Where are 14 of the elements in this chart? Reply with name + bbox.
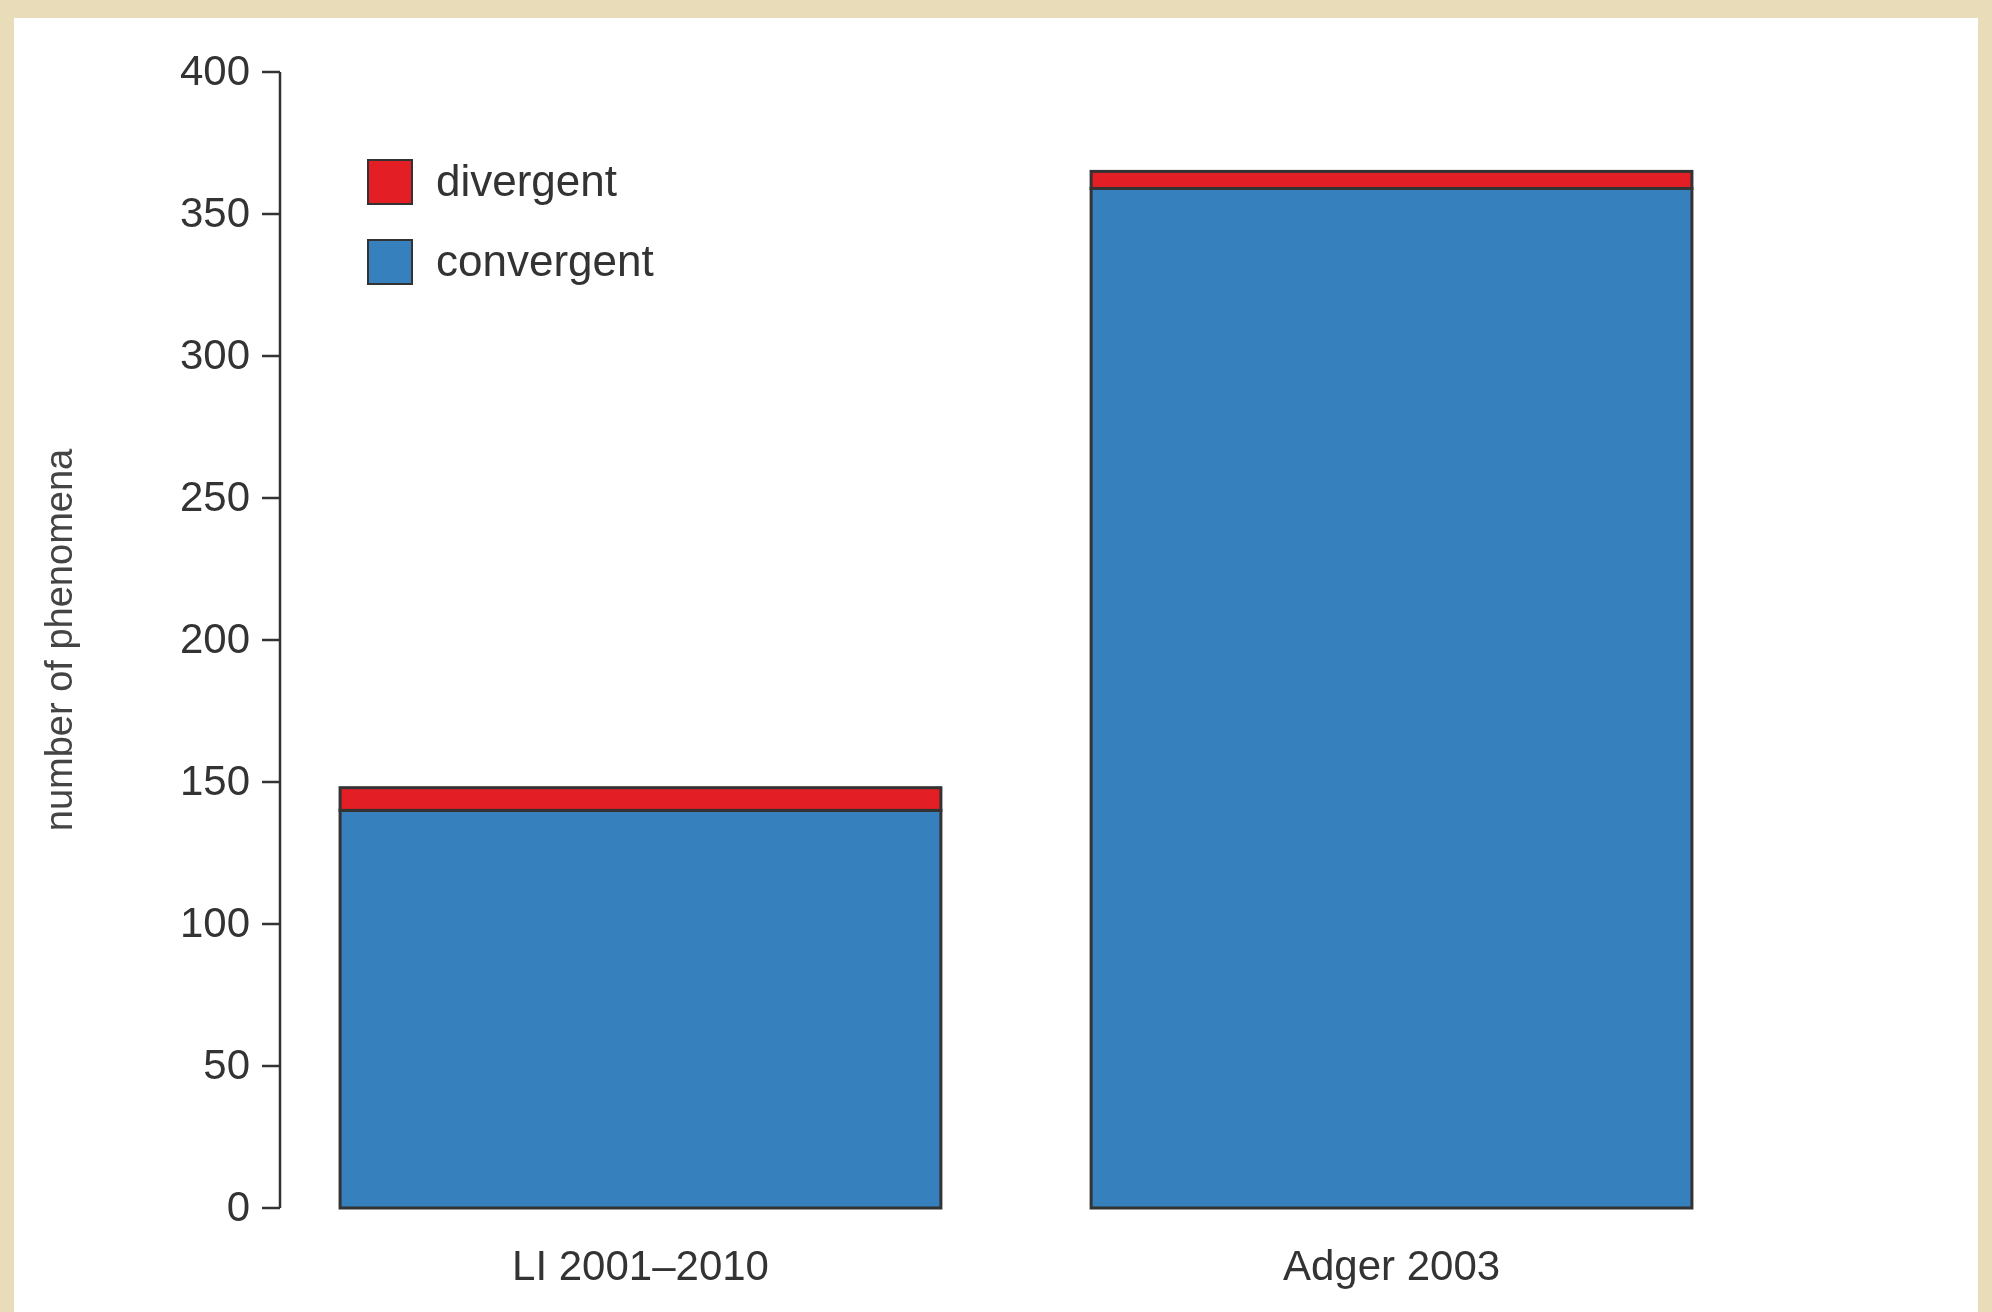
- y-tick-label: 0: [226, 1183, 250, 1231]
- y-tick-label: 150: [179, 757, 250, 805]
- y-tick-label: 100: [179, 899, 250, 947]
- legend-label: divergent: [436, 156, 618, 205]
- y-tick-label: 50: [203, 1041, 250, 1089]
- y-tick-label: 400: [179, 47, 250, 95]
- legend-label: convergent: [436, 236, 654, 285]
- y-axis-title: number of phenomena: [38, 447, 80, 832]
- y-tick-label: 300: [179, 331, 250, 379]
- x-tick-label: Adger 2003: [1282, 1241, 1501, 1289]
- y-tick-label: 350: [179, 189, 250, 237]
- y-tick-label: 200: [179, 615, 250, 663]
- y-tick-label: 250: [179, 473, 250, 521]
- x-tick-label: LI 2001–2010: [512, 1241, 769, 1289]
